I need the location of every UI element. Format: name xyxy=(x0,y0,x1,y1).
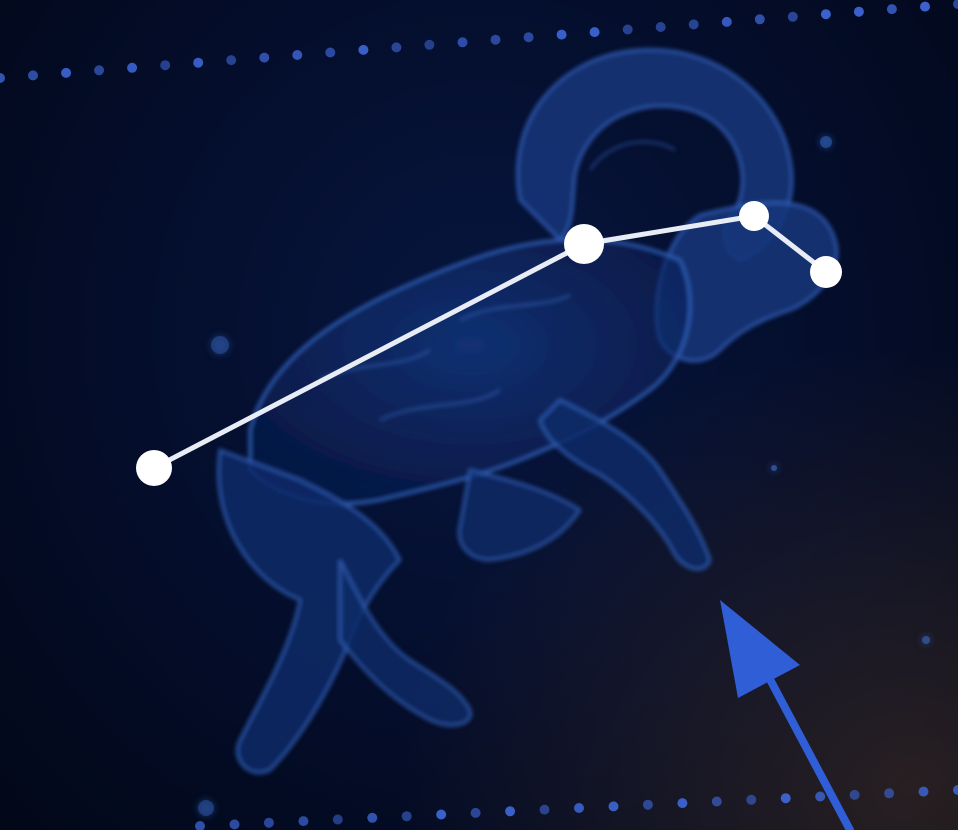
band-dot xyxy=(333,815,343,825)
band-dot xyxy=(953,785,958,795)
band-dot xyxy=(391,42,401,52)
band-dot xyxy=(677,798,687,808)
band-dot xyxy=(298,816,308,826)
star-marker xyxy=(739,201,769,231)
band-dot xyxy=(574,803,584,813)
band-dot xyxy=(920,2,930,12)
band-dot xyxy=(722,17,732,27)
band-dot xyxy=(292,50,302,60)
band-dot xyxy=(821,9,831,19)
band-dot xyxy=(28,70,38,80)
band-dot xyxy=(919,787,929,797)
band-dot xyxy=(491,35,501,45)
band-dot xyxy=(94,65,104,75)
band-dot xyxy=(424,40,434,50)
band-dot xyxy=(264,818,274,828)
band-dot xyxy=(887,4,897,14)
band-dot xyxy=(656,22,666,32)
star-marker xyxy=(136,450,172,486)
band-dot xyxy=(850,790,860,800)
star-marker xyxy=(810,256,842,288)
band-dot xyxy=(609,801,619,811)
band-dot xyxy=(623,25,633,35)
band-dot xyxy=(643,800,653,810)
band-dot xyxy=(230,819,240,829)
band-dot xyxy=(61,68,71,78)
band-dot xyxy=(755,14,765,24)
band-dot xyxy=(689,19,699,29)
band-dot xyxy=(884,788,894,798)
star-marker xyxy=(564,224,604,264)
band-dot xyxy=(259,53,269,63)
band-dot xyxy=(127,63,137,73)
band-dot xyxy=(436,810,446,820)
band-dot xyxy=(540,805,550,815)
band-dot xyxy=(471,808,481,818)
band-dot xyxy=(590,27,600,37)
band-dot xyxy=(505,806,515,816)
band-dot xyxy=(0,73,5,83)
band-dot xyxy=(193,58,203,68)
band-dot xyxy=(402,811,412,821)
top-dotted-band xyxy=(0,0,958,83)
band-dot xyxy=(712,797,722,807)
band-dot xyxy=(524,32,534,42)
band-dot xyxy=(854,7,864,17)
band-dot xyxy=(815,792,825,802)
band-dot xyxy=(953,0,958,9)
band-dot xyxy=(226,55,236,65)
band-dot xyxy=(781,793,791,803)
band-dot xyxy=(325,48,335,58)
band-dot xyxy=(160,60,170,70)
band-dot xyxy=(458,37,468,47)
band-dot xyxy=(746,795,756,805)
band-dot xyxy=(195,821,205,830)
band-dot xyxy=(367,813,377,823)
band-dot xyxy=(358,45,368,55)
band-dot xyxy=(557,30,567,40)
band-dot xyxy=(788,12,798,22)
